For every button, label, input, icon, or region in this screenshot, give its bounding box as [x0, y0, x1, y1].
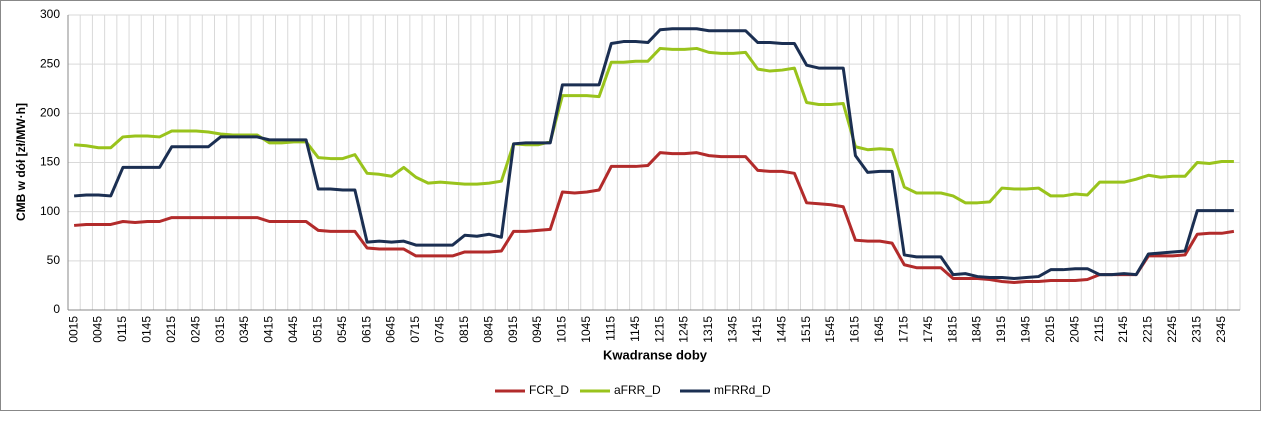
y-tick-label: 0 [53, 302, 60, 316]
x-tick-label: 0615 [359, 316, 373, 343]
legend-label: aFRR_D [614, 383, 661, 397]
x-tick-label: 1615 [848, 316, 862, 343]
x-tick-label: 1245 [677, 316, 691, 343]
x-tick-label: 0715 [408, 316, 422, 343]
x-tick-label: 1515 [799, 316, 813, 343]
x-tick-label: 1915 [994, 316, 1008, 343]
x-tick-label: 0415 [262, 316, 276, 343]
x-tick-label: 1445 [774, 316, 788, 343]
x-tick-label: 2245 [1165, 316, 1179, 343]
x-tick-label: 0245 [188, 316, 202, 343]
x-tick-label: 0445 [286, 316, 300, 343]
y-tick-label: 100 [40, 204, 60, 218]
series-line [73, 46, 1234, 205]
x-tick-label: 0215 [164, 316, 178, 343]
x-tick-label: 0015 [66, 316, 80, 343]
x-tick-label: 0145 [140, 316, 154, 343]
x-tick-label: 1015 [555, 316, 569, 343]
x-tick-label: 2015 [1043, 316, 1057, 343]
x-tick-label: 1345 [726, 316, 740, 343]
x-tick-label: 2215 [1141, 316, 1155, 343]
x-tick-label: 1545 [823, 316, 837, 343]
y-tick-label: 200 [40, 106, 60, 120]
y-tick-label: 300 [40, 7, 60, 21]
series-line [73, 151, 1235, 284]
y-tick-label: 250 [40, 56, 60, 70]
y-tick-label: 50 [47, 253, 61, 267]
x-tick-label: 1145 [628, 316, 642, 342]
x-tick-label: 1315 [701, 316, 715, 343]
x-tick-label: 1045 [579, 316, 593, 343]
x-tick-label: 0045 [91, 316, 105, 343]
chart-border [0, 0, 1261, 411]
x-tick-label: 0915 [506, 316, 520, 343]
x-tick-label: 1115 [603, 316, 617, 341]
x-tick-label: 0945 [530, 316, 544, 343]
series-line [73, 27, 1234, 281]
x-tick-label: 2045 [1067, 316, 1081, 343]
x-tick-label: 1645 [872, 316, 886, 343]
x-tick-label: 0545 [335, 316, 349, 343]
x-tick-label: 1945 [1019, 316, 1033, 343]
x-tick-label: 2115 [1092, 316, 1106, 342]
legend-label: FCR_D [529, 383, 569, 397]
x-tick-label: 0645 [384, 316, 398, 343]
x-tick-label: 2315 [1189, 316, 1203, 343]
x-tick-label: 1215 [652, 316, 666, 343]
y-tick-label: 150 [40, 155, 60, 169]
x-tick-label: 2345 [1214, 316, 1228, 343]
x-tick-label: 0345 [237, 316, 251, 343]
x-tick-label: 0815 [457, 316, 471, 343]
x-axis-title: Kwadranse doby [603, 347, 708, 362]
x-tick-label: 0315 [213, 316, 227, 343]
legend-label: mFRRd_D [714, 383, 771, 397]
x-tick-label: 0515 [310, 316, 324, 343]
x-tick-label: 2145 [1116, 316, 1130, 343]
x-tick-label: 1845 [970, 316, 984, 343]
x-tick-label: 0845 [481, 316, 495, 343]
x-tick-label: 0745 [433, 316, 447, 343]
y-axis-title: CMB w dół [zł/MW·h] [14, 103, 28, 221]
x-tick-label: 1745 [921, 316, 935, 343]
x-tick-label: 1815 [945, 316, 959, 343]
x-tick-label: 1415 [750, 316, 764, 343]
x-tick-label: 1715 [896, 316, 910, 343]
x-tick-label: 0115 [115, 316, 129, 342]
